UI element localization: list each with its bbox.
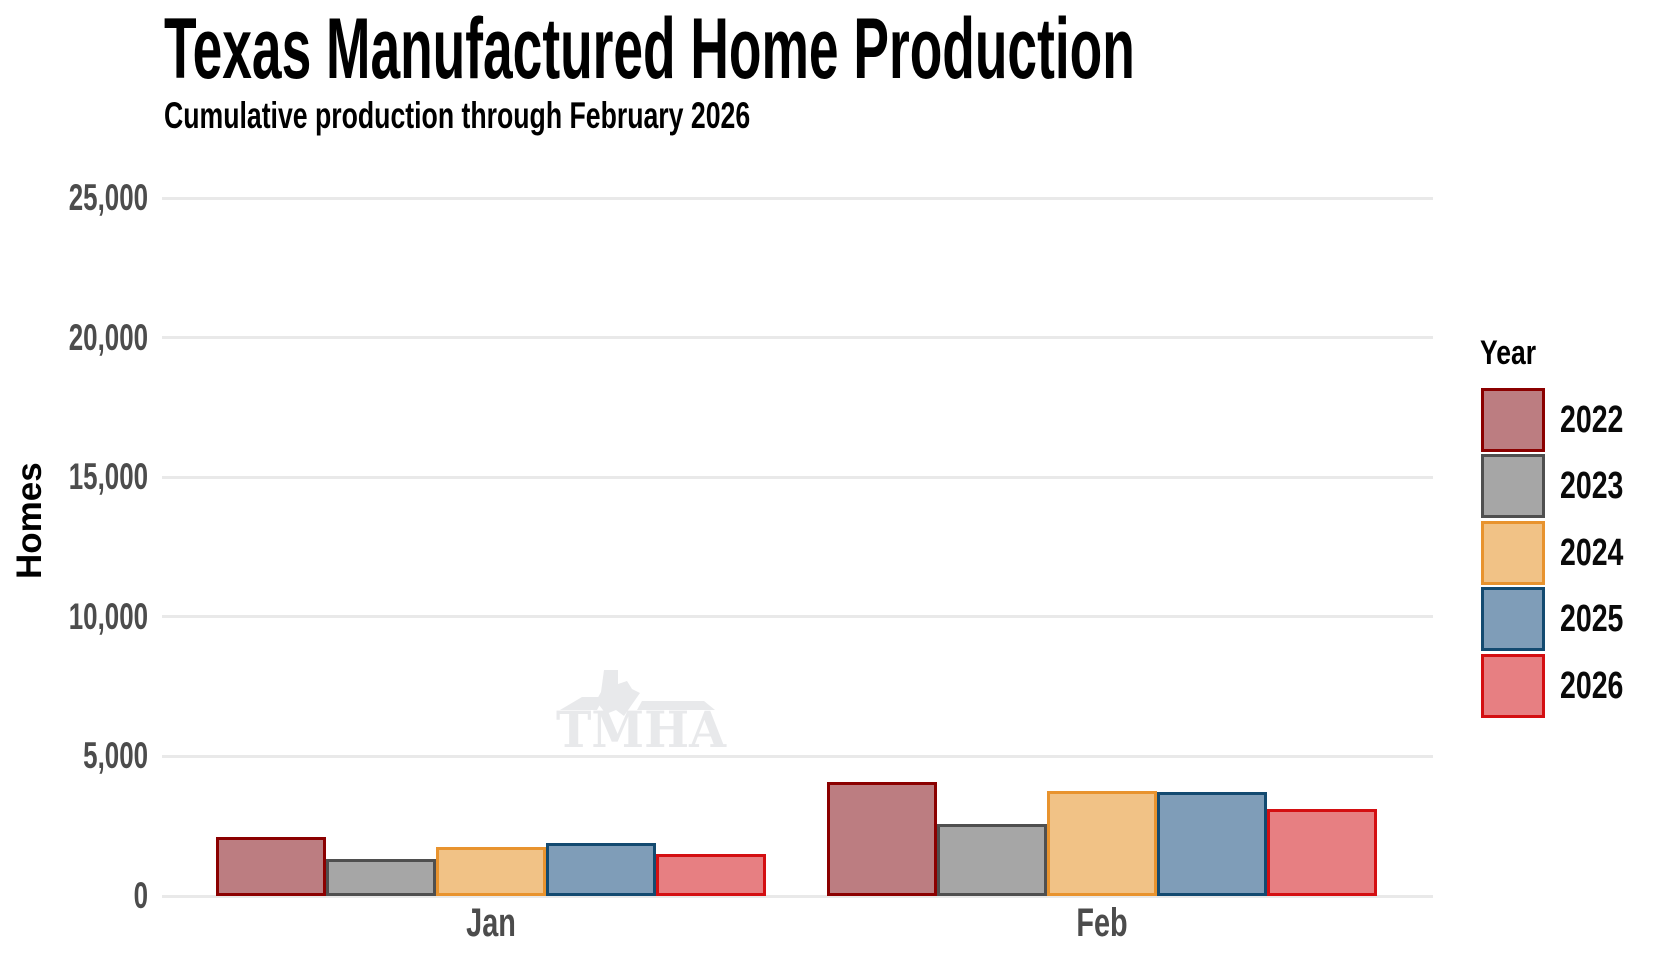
- watermark-text: TMHA: [556, 700, 727, 752]
- bar-2022-jan: [216, 837, 326, 896]
- y-tick-label-25000: 25,000: [68, 177, 148, 218]
- x-tick-label-feb: Feb: [1076, 901, 1128, 945]
- bar-2025-feb: [1157, 792, 1267, 896]
- plot-area: [162, 196, 1433, 898]
- bar-2024-jan: [436, 847, 546, 896]
- y-tick-label-0: 0: [133, 875, 148, 916]
- y-tick-label-10000: 10,000: [68, 595, 148, 637]
- page-title: Texas Manufactured Home Production: [164, 1, 1135, 97]
- bar-2026-feb: [1267, 809, 1377, 896]
- page-subtitle: Cumulative production through February 2…: [164, 95, 751, 136]
- gridline-15000: [162, 475, 1433, 479]
- gridline-0: [162, 894, 1433, 898]
- bar-2023-jan: [326, 859, 436, 896]
- legend-swatch-2024: [1481, 520, 1545, 585]
- legend-label-2026: 2026: [1560, 664, 1624, 707]
- x-tick-label-jan: Jan: [466, 901, 516, 945]
- bar-2024-feb: [1047, 791, 1157, 896]
- bar-2022-feb: [827, 782, 937, 896]
- gridline-5000: [162, 754, 1433, 758]
- bar-2025-jan: [546, 843, 656, 896]
- gridline-20000: [162, 336, 1433, 340]
- legend-title: Year: [1480, 334, 1537, 372]
- legend-swatch-2026: [1481, 653, 1545, 718]
- legend-label-2025: 2025: [1560, 598, 1624, 641]
- watermark-texas-shape: [596, 670, 640, 716]
- watermark-left-roof: [560, 697, 604, 710]
- watermark-right-roof: [637, 701, 715, 710]
- gridline-25000: [162, 196, 1433, 200]
- legend-swatch-2025: [1481, 587, 1545, 652]
- legend-swatch-2022: [1481, 388, 1545, 452]
- bar-2026-jan: [656, 854, 766, 896]
- y-tick-label-15000: 15,000: [68, 456, 148, 498]
- y-tick-label-5000: 5,000: [83, 735, 148, 777]
- legend-label-2024: 2024: [1560, 531, 1624, 574]
- bar-2023-feb: [937, 824, 1047, 896]
- legend-label-2023: 2023: [1560, 465, 1624, 508]
- y-axis-title: Homes: [10, 462, 49, 579]
- y-tick-label-20000: 20,000: [68, 316, 148, 358]
- gridline-10000: [162, 615, 1433, 619]
- tmha-watermark-logo: TMHA: [556, 670, 727, 752]
- legend-label-2022: 2022: [1560, 399, 1624, 441]
- legend-swatch-2023: [1481, 454, 1545, 519]
